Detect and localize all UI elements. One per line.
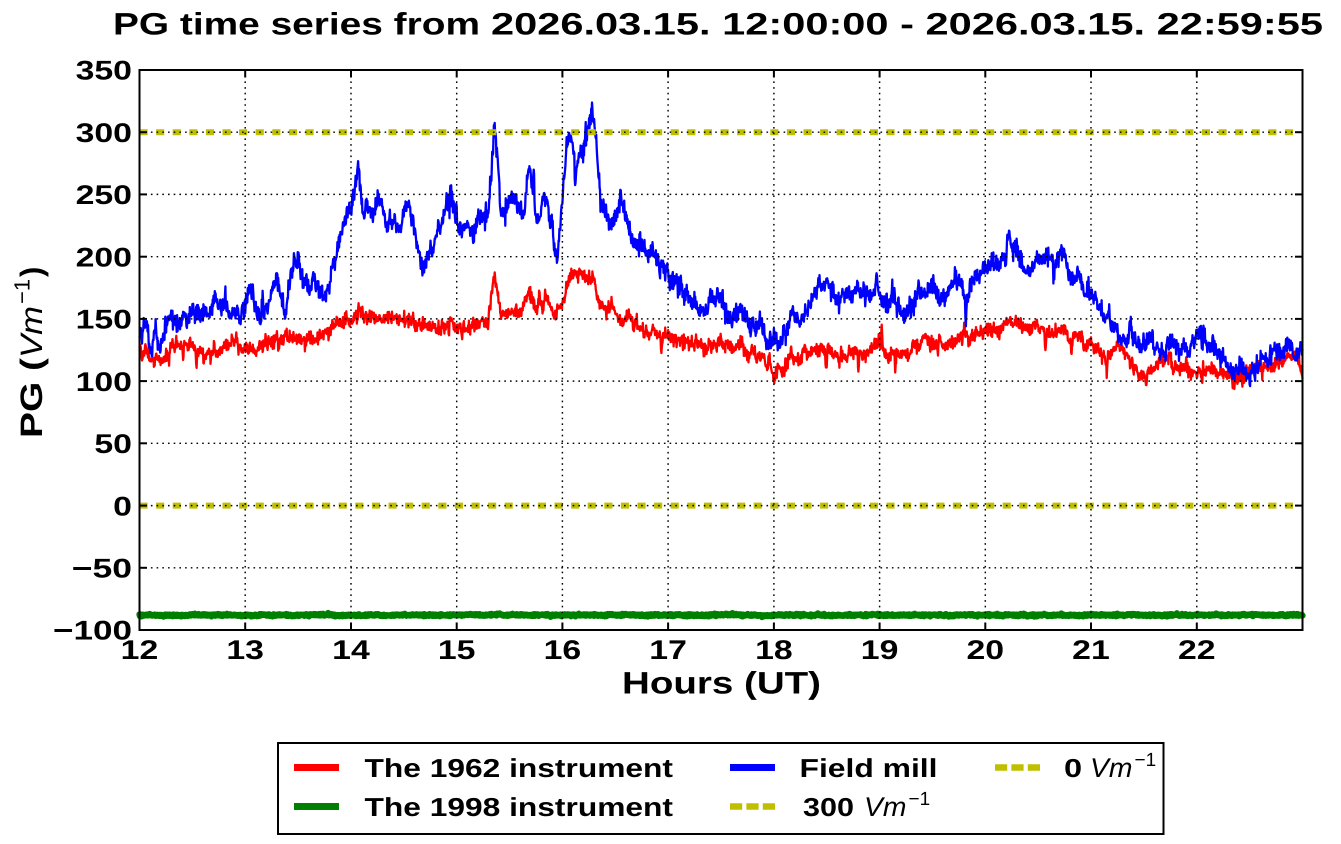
svg-text:−100: −100 — [53, 616, 132, 646]
svg-text:Vm: Vm — [864, 792, 907, 822]
svg-text:−1: −1 — [10, 279, 35, 304]
svg-text:20: 20 — [967, 635, 1005, 665]
svg-text:15: 15 — [438, 635, 476, 665]
svg-text:0: 0 — [113, 491, 132, 521]
svg-text:100: 100 — [76, 367, 132, 397]
svg-text:): ) — [14, 267, 49, 277]
svg-text:Hours (UT): Hours (UT) — [622, 666, 821, 701]
svg-text:0: 0 — [1064, 753, 1082, 783]
svg-text:300: 300 — [803, 792, 854, 822]
svg-text:2026.03.15. 12:00:00 - 2026.03: 2026.03.15. 12:00:00 - 2026.03.15. 22:59… — [491, 7, 1323, 42]
svg-text:PG (: PG ( — [14, 357, 49, 438]
svg-text:−1: −1 — [1135, 750, 1157, 771]
svg-text:12: 12 — [121, 635, 159, 665]
svg-text:250: 250 — [76, 180, 132, 210]
svg-text:150: 150 — [76, 305, 132, 335]
svg-text:Vm: Vm — [14, 306, 49, 358]
svg-text:18: 18 — [755, 635, 793, 665]
svg-text:22: 22 — [1178, 635, 1216, 665]
svg-text:PG time series from: PG time series from — [113, 7, 480, 42]
svg-text:300: 300 — [76, 118, 132, 148]
svg-text:16: 16 — [544, 635, 582, 665]
svg-text:Vm: Vm — [1090, 753, 1133, 783]
svg-text:−50: −50 — [72, 554, 132, 584]
svg-text:The 1962 instrument: The 1962 instrument — [365, 753, 674, 783]
svg-text:200: 200 — [76, 242, 132, 272]
svg-text:13: 13 — [226, 635, 264, 665]
svg-text:50: 50 — [94, 429, 132, 459]
svg-text:14: 14 — [332, 635, 370, 665]
svg-text:21: 21 — [1072, 635, 1110, 665]
svg-text:−1: −1 — [909, 789, 931, 810]
svg-text:350: 350 — [76, 56, 132, 86]
svg-text:17: 17 — [649, 635, 687, 665]
svg-text:19: 19 — [861, 635, 899, 665]
svg-text:The 1998 instrument: The 1998 instrument — [365, 792, 674, 822]
svg-text:Field mill: Field mill — [800, 753, 938, 783]
